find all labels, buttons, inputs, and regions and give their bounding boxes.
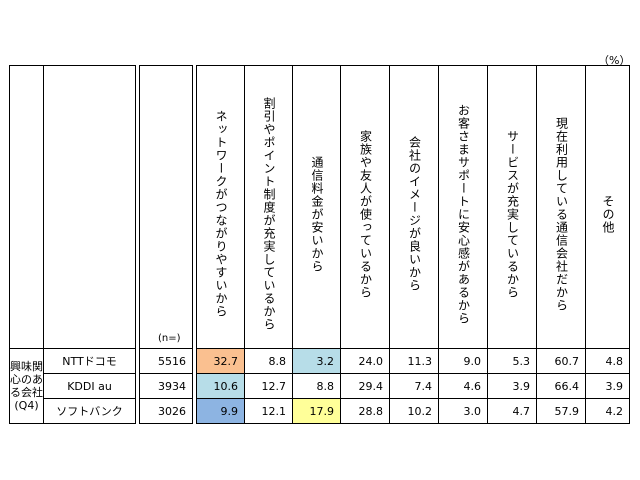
n-label: (n=) [158, 333, 181, 344]
table-row: ソフトバンク 3026 9.9 12.1 17.9 28.8 10.2 3.0 … [10, 398, 630, 424]
table-cell: 8.8 [292, 373, 341, 399]
column-header: お客さまサポートに安心感があるから [438, 65, 488, 349]
column-header: 割引やポイント制度が充実しているから [244, 65, 293, 349]
table-cell: 4.8 [585, 348, 630, 374]
column-header: サービスが充実しているから [487, 65, 537, 349]
table-cell: 17.9 [292, 398, 341, 424]
column-header: 会社のイメージが良いから [389, 65, 439, 349]
n-value: 3026 [139, 398, 193, 424]
column-header: その他 [585, 65, 630, 349]
table-cell: 10.6 [196, 373, 245, 399]
table-cell: 29.4 [340, 373, 390, 399]
table-cell: 9.9 [196, 398, 245, 424]
table-cell: 10.2 [389, 398, 439, 424]
table-cell: 66.4 [536, 373, 586, 399]
group-label: 興味関心のある会社(Q4) [9, 348, 44, 424]
unit-label: （%） [598, 54, 631, 67]
table-cell: 11.3 [389, 348, 439, 374]
column-header: 現在利用している通信会社だから [536, 65, 586, 349]
n-value: 5516 [139, 348, 193, 374]
table-cell: 4.2 [585, 398, 630, 424]
table-cell: 57.9 [536, 398, 586, 424]
table-cell: 3.9 [487, 373, 537, 399]
table-cell: 9.0 [438, 348, 488, 374]
table-cell: 28.8 [340, 398, 390, 424]
table-cell: 5.3 [487, 348, 537, 374]
company-name: ソフトバンク [43, 398, 136, 424]
survey-table: (n=) ネットワークがつながりやすいから 割引やポイント制度が充実しているから… [9, 65, 630, 424]
table-cell: 3.2 [292, 348, 341, 374]
company-name: KDDI au [43, 373, 136, 399]
table-row: 興味関心のある会社(Q4) NTTドコモ 5516 32.7 8.8 3.2 2… [9, 348, 630, 424]
table-cell: 12.7 [244, 373, 293, 399]
table-cell: 12.1 [244, 398, 293, 424]
table-row: KDDI au 3934 10.6 12.7 8.8 29.4 7.4 4.6 … [10, 373, 630, 399]
company-name: NTTドコモ [43, 348, 136, 374]
table-cell: 3.9 [585, 373, 630, 399]
n-value: 3934 [139, 373, 193, 399]
company-header-cell [43, 65, 136, 349]
column-header: 家族や友人が使っているから [340, 65, 390, 349]
column-header: 通信料金が安いから [292, 65, 341, 349]
corner-cell [9, 65, 44, 349]
column-header: ネットワークがつながりやすいから [196, 65, 245, 349]
table-cell: 60.7 [536, 348, 586, 374]
table-cell: 24.0 [340, 348, 390, 374]
table-cell: 3.0 [438, 398, 488, 424]
n-header-cell: (n=) [139, 65, 193, 349]
table-cell: 32.7 [196, 348, 245, 374]
table-cell: 8.8 [244, 348, 293, 374]
table-cell: 4.6 [438, 373, 488, 399]
table-cell: 7.4 [389, 373, 439, 399]
header-row: (n=) ネットワークがつながりやすいから 割引やポイント制度が充実しているから… [9, 65, 630, 349]
table-cell: 4.7 [487, 398, 537, 424]
